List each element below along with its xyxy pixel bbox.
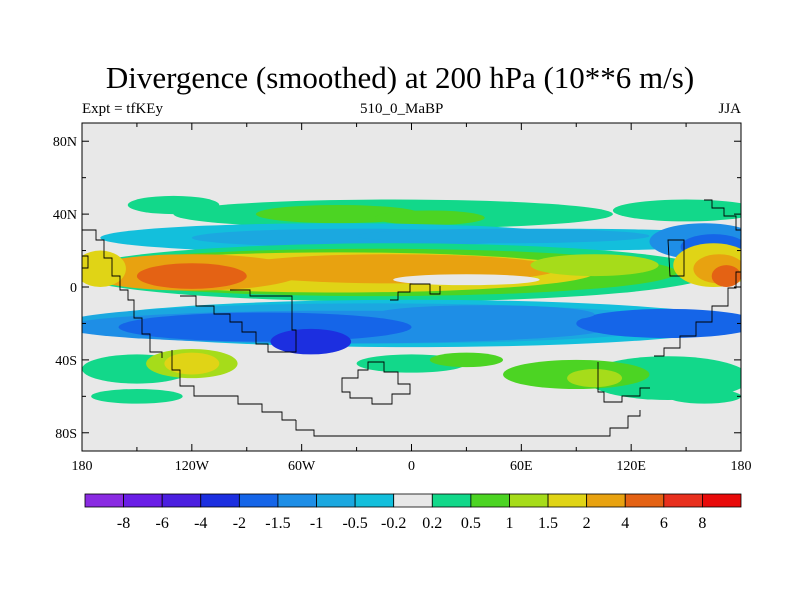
colorbar-swatch — [316, 493, 356, 508]
contour-region — [270, 328, 352, 355]
contour-fields — [82, 195, 741, 404]
contour-region — [127, 195, 220, 215]
page-title: Divergence (smoothed) at 200 hPa (10**6 … — [105, 60, 695, 95]
colorbar-swatch — [663, 493, 703, 508]
colorbar-label: -4 — [194, 515, 207, 532]
contour-region — [82, 250, 126, 287]
colorbar-label: -6 — [156, 515, 169, 532]
colorbar-label: 0.5 — [461, 515, 481, 532]
coastline — [597, 362, 650, 403]
experiment-label: Expt = tfKEy — [82, 101, 163, 117]
contour-region — [118, 312, 412, 342]
contour-region — [667, 389, 741, 404]
colorbar-label: 6 — [660, 515, 668, 532]
coastline — [180, 289, 297, 353]
colorbar-label: 1 — [505, 515, 513, 532]
colorbar-swatch — [702, 493, 742, 508]
x-tick-label: 60E — [510, 459, 533, 474]
colorbar-label: 2 — [583, 515, 591, 532]
colorbar-swatch — [586, 493, 626, 508]
coastline — [341, 361, 411, 405]
contour-region — [164, 352, 220, 375]
run-label: 510_0_MaBP — [360, 101, 444, 117]
x-tick-label: 0 — [408, 459, 415, 474]
colorbar-label: 4 — [621, 515, 629, 532]
coastline — [667, 239, 685, 277]
season-label: JJA — [718, 101, 741, 117]
contour-region — [393, 274, 540, 286]
x-tick-label: 120E — [616, 459, 646, 474]
x-tick-label: 120W — [175, 459, 210, 474]
contour-region — [612, 199, 741, 222]
coastline — [82, 229, 163, 358]
x-tick-label: 60W — [288, 459, 316, 474]
colorbar-swatch — [547, 493, 588, 508]
contour-region — [576, 308, 741, 339]
x-tick-label: 180 — [731, 459, 752, 474]
contour-region — [711, 265, 741, 288]
colorbar-label: -0.2 — [381, 515, 406, 532]
colorbar-swatch — [200, 493, 240, 508]
contour-region — [136, 263, 247, 289]
coastline — [704, 199, 741, 231]
colorbar-swatch — [161, 493, 202, 508]
y-tick-label: 40N — [53, 208, 77, 223]
contour-region — [530, 254, 659, 277]
y-tick-label: 0 — [70, 281, 77, 296]
colorbar-swatch — [84, 493, 124, 508]
coastline — [171, 350, 296, 421]
contour-region — [567, 369, 623, 388]
colorbar-label: 1.5 — [538, 515, 558, 532]
colorbar-label: -0.5 — [342, 515, 367, 532]
colorbar-swatch — [123, 493, 163, 508]
coastline — [295, 410, 641, 437]
colorbar-label: -1.5 — [265, 515, 290, 532]
colorbar-swatch — [509, 493, 549, 508]
colorbar-swatch — [624, 493, 665, 508]
colorbar-swatch — [354, 493, 395, 508]
colorbar-swatch — [393, 493, 433, 508]
colorbar-swatch — [470, 493, 510, 508]
coastline — [390, 283, 441, 301]
colorbar-swatch — [277, 493, 317, 508]
colorbar-label: 8 — [698, 515, 706, 532]
y-tick-label: 80N — [53, 135, 77, 150]
contour-region — [429, 352, 504, 368]
colorbar-swatch — [431, 493, 472, 508]
colorbar-label: 0.2 — [422, 515, 442, 532]
contour-region — [374, 305, 595, 324]
contour-region — [91, 389, 183, 404]
contour-region — [374, 210, 485, 226]
y-tick-label: 40S — [55, 354, 77, 369]
coastline — [82, 255, 89, 269]
colorbar-label: -2 — [233, 515, 246, 532]
x-tick-label: 180 — [72, 459, 93, 474]
colorbar-label: -1 — [310, 515, 323, 532]
y-tick-label: 80S — [55, 427, 77, 442]
coastline — [654, 271, 741, 357]
colorbar-swatch — [238, 493, 279, 508]
colorbar-label: -8 — [117, 515, 130, 532]
contour-region — [356, 228, 650, 244]
